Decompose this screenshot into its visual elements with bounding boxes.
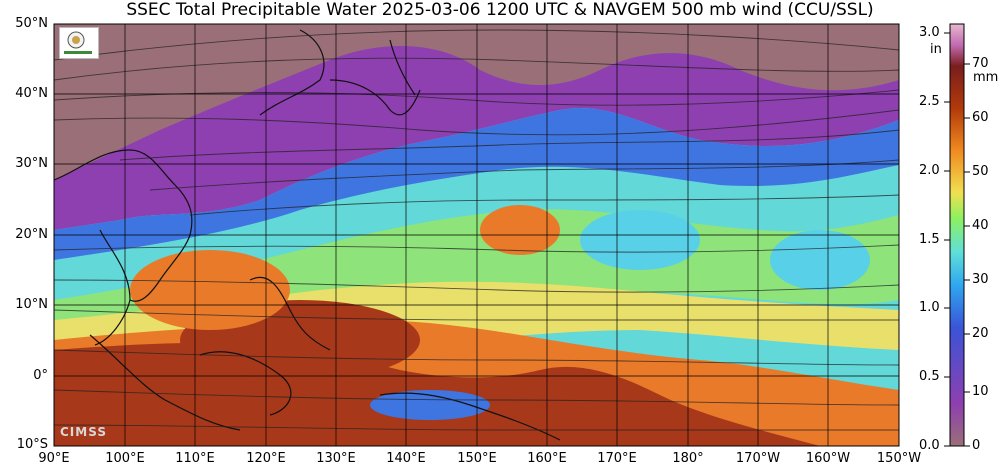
colorbar-inch-tick: 2.0 xyxy=(919,163,940,178)
lon-label-140e: 140°E xyxy=(386,451,426,466)
colorbar-inch-tick: 1.0 xyxy=(919,300,940,315)
colorbar-mm-tick: 0 xyxy=(972,438,981,453)
colorbar-mm-tick: 50 xyxy=(972,164,989,179)
colorbar-inch-tick: 0.5 xyxy=(919,369,940,384)
lon-label-160e: 160°E xyxy=(527,451,567,466)
lon-label-170w: 170°W xyxy=(735,451,781,466)
colorbar-mm-tick: 40 xyxy=(972,218,989,233)
lon-label-150e: 150°E xyxy=(457,451,497,466)
colorbar-mm-tick: 10 xyxy=(972,384,989,399)
lon-label-120e: 120°E xyxy=(246,451,286,466)
lon-label-110e: 110°E xyxy=(175,451,215,466)
map-frame xyxy=(53,23,900,447)
colorbar-mm-unit: mm xyxy=(973,70,999,85)
colorbar-inch-tick: 2.5 xyxy=(919,94,940,109)
lat-label-10s: 10°S xyxy=(16,437,48,452)
colorbar-inch-tick: 1.5 xyxy=(919,232,940,247)
colorbar xyxy=(949,23,965,447)
lon-label-90e: 90°E xyxy=(38,451,70,466)
lat-label-10n: 10°N xyxy=(15,297,48,312)
coastlines xyxy=(54,29,561,441)
lon-label-150w: 150°W xyxy=(876,451,922,466)
lon-label-130e: 130°E xyxy=(316,451,356,466)
colorbar-inch-unit: in xyxy=(930,42,942,57)
lon-label-100e: 100°E xyxy=(105,451,145,466)
graticule xyxy=(54,24,899,446)
colorbar-mm-tick: 20 xyxy=(972,326,989,341)
colorbar-mm-tick: 70 xyxy=(972,56,989,71)
colorbar-inch-tick: 0.0 xyxy=(919,438,940,453)
lon-label-160w: 160°W xyxy=(805,451,851,466)
tpw-field xyxy=(54,24,899,446)
lon-label-180: 180° xyxy=(672,451,704,466)
ssec-logo xyxy=(59,27,99,59)
lat-label-0: 0° xyxy=(33,368,48,383)
lat-label-30n: 30°N xyxy=(15,156,48,171)
wind-streamlines xyxy=(54,29,899,431)
lon-label-170e: 170°E xyxy=(597,451,637,466)
cimss-logo: CIMSS xyxy=(60,425,107,439)
lat-label-20n: 20°N xyxy=(15,227,48,242)
colorbar-mm-tick: 30 xyxy=(972,272,989,287)
map-title: SSEC Total Precipitable Water 2025-03-06… xyxy=(126,0,874,20)
lat-label-40n: 40°N xyxy=(15,86,48,101)
colorbar-ticks xyxy=(944,32,970,447)
lat-label-50n: 50°N xyxy=(15,16,48,31)
colorbar-inch-tick: 3.0 xyxy=(919,25,940,40)
colorbar-mm-tick: 60 xyxy=(972,110,989,125)
